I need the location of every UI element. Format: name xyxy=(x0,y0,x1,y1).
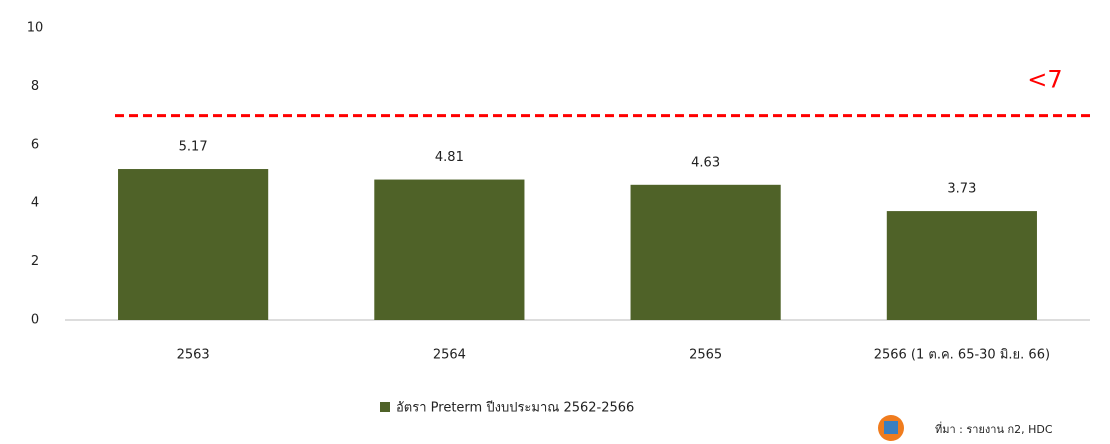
x-tick-label: 2564 xyxy=(433,348,466,363)
data-label: 4.63 xyxy=(691,155,720,170)
y-tick-label: 10 xyxy=(27,21,44,36)
bar xyxy=(886,211,1037,320)
legend-swatch xyxy=(380,402,390,412)
y-tick-label: 0 xyxy=(31,313,39,328)
x-tick-label: 2565 xyxy=(689,348,722,363)
y-tick-label: 8 xyxy=(31,79,39,94)
bar xyxy=(374,179,525,320)
x-tick-label: 2563 xyxy=(177,348,210,363)
x-tick-label: 2566 (1 ต.ค. 65-30 มิ.ย. 66) xyxy=(874,348,1050,363)
data-label: 4.81 xyxy=(435,150,464,165)
data-label: 3.73 xyxy=(947,182,976,197)
y-tick-label: 2 xyxy=(31,254,39,269)
threshold-label: <7 xyxy=(1027,66,1062,94)
source-icon-inner xyxy=(884,421,898,434)
bar xyxy=(630,184,781,320)
bar xyxy=(118,169,269,320)
source: ที่มา : รายงาน ก2, HDC xyxy=(935,421,1053,436)
legend-label: อัตรา Preterm ปีงบประมาณ 2562-2566 xyxy=(396,400,634,416)
y-tick-label: 6 xyxy=(31,137,39,152)
y-tick-label: 4 xyxy=(31,196,39,211)
data-label: 5.17 xyxy=(179,140,208,155)
